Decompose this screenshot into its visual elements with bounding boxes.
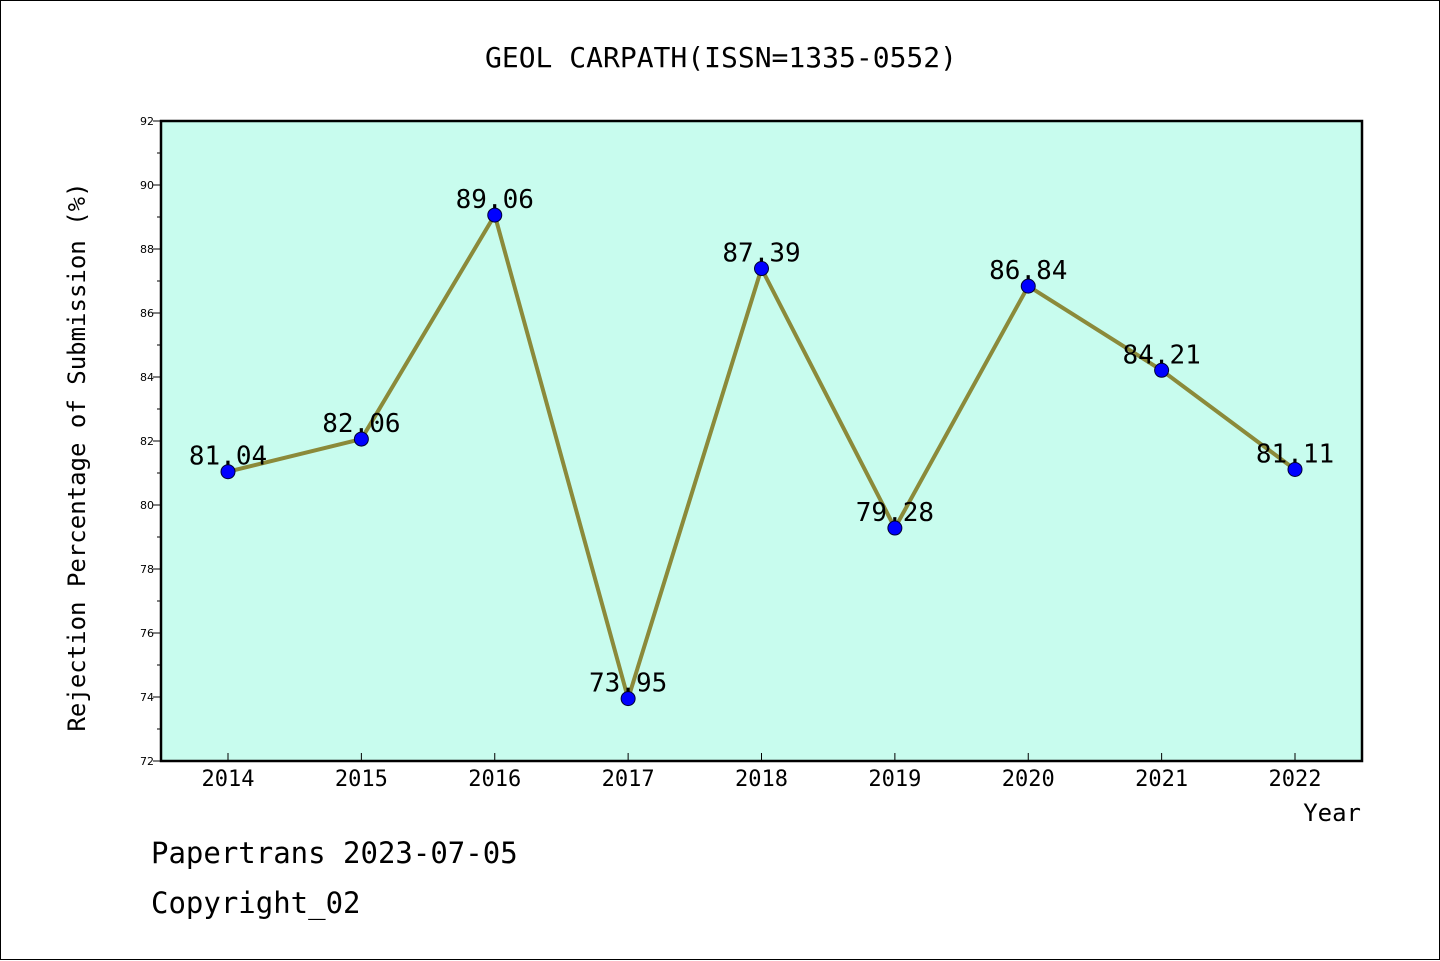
y-tick-label: 84 bbox=[140, 371, 154, 384]
y-tick-label: 80 bbox=[140, 499, 154, 512]
x-axis: 2014 2015 2016 2017 2018 2019 2020 2021 2022 bbox=[202, 753, 1322, 792]
data-point bbox=[1287, 461, 1303, 477]
data-point bbox=[1154, 362, 1170, 378]
y-tick-label: 90 bbox=[140, 179, 154, 192]
x-tick-label: 2020 bbox=[1002, 767, 1055, 792]
data-label: 79.28 bbox=[856, 498, 934, 528]
data-point bbox=[754, 261, 769, 277]
x-tick-label: 2018 bbox=[735, 767, 788, 792]
data-point bbox=[1020, 278, 1036, 294]
y-tick-label: 72 bbox=[140, 755, 154, 768]
y-tick-label: 82 bbox=[140, 435, 154, 448]
y-tick-label: 88 bbox=[140, 243, 154, 256]
data-label: 81.04 bbox=[189, 442, 267, 472]
data-point bbox=[620, 691, 636, 707]
x-axis-label: Year bbox=[1303, 799, 1361, 827]
data-labels: 81.04 82.06 89.06 73.95 87.39 79.28 86.84 84.21… bbox=[189, 185, 1334, 699]
y-axis: 72 74 76 78 80 82 84 86 88 90 92 bbox=[140, 115, 161, 768]
series-markers bbox=[220, 207, 1303, 707]
x-tick-label: 2014 bbox=[202, 767, 255, 792]
plot-area bbox=[159, 119, 1364, 763]
data-label: 87.39 bbox=[722, 239, 800, 269]
data-point bbox=[487, 207, 503, 223]
x-tick-label: 2021 bbox=[1135, 767, 1188, 792]
x-tick-label: 2022 bbox=[1269, 767, 1322, 792]
y-tick-label: 76 bbox=[140, 627, 154, 640]
x-tick-label: 2015 bbox=[335, 767, 388, 792]
x-tick-label: 2017 bbox=[602, 767, 655, 792]
y-tick-label: 92 bbox=[140, 115, 154, 128]
y-tick-label: 74 bbox=[140, 691, 154, 704]
x-tick-label: 2016 bbox=[468, 767, 521, 792]
y-axis-label: Rejection Percentage of Submission (%) bbox=[63, 182, 91, 731]
data-label: 82.06 bbox=[322, 409, 400, 439]
data-point bbox=[220, 464, 236, 480]
data-point bbox=[353, 431, 369, 447]
data-label: 86.84 bbox=[989, 256, 1067, 286]
y-tick-label: 78 bbox=[140, 563, 154, 576]
y-tick-label: 86 bbox=[140, 307, 154, 320]
data-label: 84.21 bbox=[1122, 340, 1200, 370]
data-label: 81.11 bbox=[1256, 439, 1334, 469]
footer-copyright: Copyright_02 bbox=[151, 886, 361, 920]
data-point bbox=[887, 520, 903, 536]
x-tick-label: 2019 bbox=[868, 767, 921, 792]
footer-date: Papertrans 2023-07-05 bbox=[151, 836, 518, 870]
data-label: 89.06 bbox=[456, 185, 534, 215]
chart-title: GEOL CARPATH(ISSN=1335-0552) bbox=[485, 41, 957, 74]
data-label: 73.95 bbox=[589, 669, 667, 699]
